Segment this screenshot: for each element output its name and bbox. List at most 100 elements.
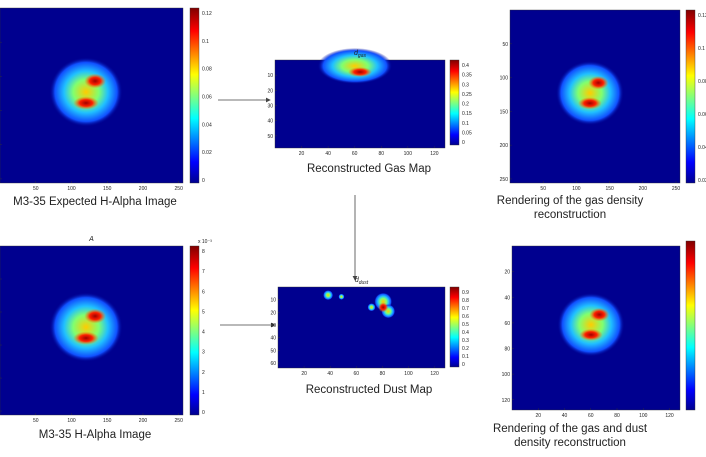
emission-core — [348, 67, 372, 77]
colorbar-label: 0 — [462, 362, 465, 368]
emission — [368, 303, 376, 311]
colorbar-label: 7 — [202, 269, 205, 275]
emission-core — [73, 96, 99, 109]
y-tick-label: 40 — [267, 119, 273, 125]
panel-title: ddust — [355, 277, 369, 286]
caption: Rendering of the gas and dust — [493, 423, 648, 435]
colorbar-label: 4 — [202, 330, 205, 336]
x-tick-label: 250 — [672, 186, 681, 192]
colorbar-exponent: x 10⁻³ — [198, 239, 212, 245]
colorbar-label: 3 — [202, 350, 205, 356]
x-tick-label: 120 — [430, 151, 439, 157]
colorbar — [450, 287, 459, 367]
y-tick-label: 40 — [270, 336, 276, 342]
y-tick-label: 30 — [267, 104, 273, 110]
y-tick-label: 80 — [504, 347, 510, 353]
caption: density reconstruction — [514, 437, 626, 449]
caption: reconstruction — [534, 209, 606, 221]
x-tick-label: 100 — [404, 151, 413, 157]
y-tick-label: 100 — [502, 372, 511, 378]
x-tick-label: 50 — [540, 186, 546, 192]
colorbar — [190, 246, 199, 415]
y-tick-label: 10 — [267, 73, 273, 79]
colorbar-label: 0.04 — [202, 122, 212, 128]
caption: M3-35 Expected H-Alpha Image — [13, 196, 177, 208]
caption: M3-35 H-Alpha Image — [39, 429, 152, 441]
y-tick-label: 40 — [504, 295, 510, 301]
colorbar — [190, 8, 199, 183]
y-tick-label: 50 — [502, 42, 508, 48]
colorbar-label: 0 — [202, 178, 205, 184]
x-tick-label: 100 — [572, 186, 581, 192]
x-tick-label: 80 — [380, 371, 386, 377]
colorbar-label: 0.04 — [698, 145, 706, 151]
colorbar-label: 5 — [202, 309, 205, 315]
x-tick-label: 20 — [301, 371, 307, 377]
title-sub: gas — [358, 53, 367, 59]
colorbar-label: 1 — [202, 390, 205, 396]
colorbar-label: 0.1 — [462, 121, 469, 127]
colorbar-label: 0.06 — [202, 95, 212, 101]
x-tick-label: 150 — [103, 186, 112, 192]
colorbar-label: 0.3 — [462, 338, 469, 344]
emission-core — [378, 302, 388, 312]
y-tick-label: 50 — [270, 348, 276, 354]
x-tick-label: 120 — [430, 371, 439, 377]
y-tick-label: 60 — [504, 321, 510, 327]
x-tick-label: 40 — [562, 413, 568, 419]
colorbar-label: 0.8 — [462, 298, 469, 304]
colorbar-label: 0.1 — [462, 354, 469, 360]
emission — [49, 57, 122, 127]
panel-title: A — [88, 236, 94, 243]
y-tick-label: 20 — [270, 310, 276, 316]
y-tick-label: 250 — [500, 177, 509, 183]
colorbar-label: 2 — [202, 370, 205, 376]
x-tick-label: 250 — [175, 186, 184, 192]
title-main: A — [88, 236, 94, 243]
colorbar-label: 0.02 — [202, 150, 212, 156]
colorbar-label: 0.1 — [698, 46, 705, 52]
colorbar-label: 0.6 — [462, 314, 469, 320]
colorbar-label: 0 — [462, 140, 465, 146]
colorbar-label: 0.35 — [462, 73, 472, 79]
colorbar-label: 0.7 — [462, 306, 469, 312]
x-tick-label: 120 — [665, 413, 674, 419]
emission-core — [84, 74, 106, 89]
emission — [338, 294, 344, 300]
colorbar — [686, 241, 695, 410]
colorbar-label: 0.12 — [698, 13, 706, 19]
colorbar-label: 8 — [202, 249, 205, 255]
x-tick-label: 50 — [33, 186, 39, 192]
colorbar-label: 0.08 — [202, 67, 212, 73]
x-tick-label: 60 — [354, 371, 360, 377]
x-tick-label: 50 — [33, 418, 39, 424]
colorbar — [686, 10, 695, 183]
emission — [49, 292, 122, 362]
panel: 5010015020025050100150200250876543210x 1… — [0, 236, 212, 441]
colorbar-label: 0.5 — [462, 322, 469, 328]
colorbar-label: 0.25 — [462, 92, 472, 98]
x-tick-label: 40 — [327, 371, 333, 377]
y-tick-label: 150 — [500, 109, 509, 115]
y-tick-label: 100 — [500, 76, 509, 82]
emission-core — [579, 329, 603, 341]
colorbar-label: 0 — [202, 410, 205, 416]
x-tick-label: 100 — [67, 418, 76, 424]
emission-core — [589, 308, 609, 321]
colorbar-label: 0.3 — [462, 82, 469, 88]
colorbar-label: 0.2 — [462, 346, 469, 352]
colorbar-label: 0.2 — [462, 102, 469, 108]
colorbar-label: 0.4 — [462, 63, 469, 69]
colorbar-label: 0.4 — [462, 330, 469, 336]
panel: 50100150200250501001502002500.120.10.080… — [497, 10, 706, 221]
emission-core — [578, 97, 602, 109]
x-tick-label: 80 — [614, 413, 620, 419]
panel: 2040608010012010203040500.40.350.30.250.… — [267, 48, 472, 175]
title-sub: dust — [359, 280, 369, 286]
caption: Reconstructed Gas Map — [307, 163, 431, 175]
y-tick-label: 60 — [270, 361, 276, 367]
colorbar-label: 0.15 — [462, 111, 472, 117]
caption: Rendering of the gas density — [497, 195, 644, 207]
